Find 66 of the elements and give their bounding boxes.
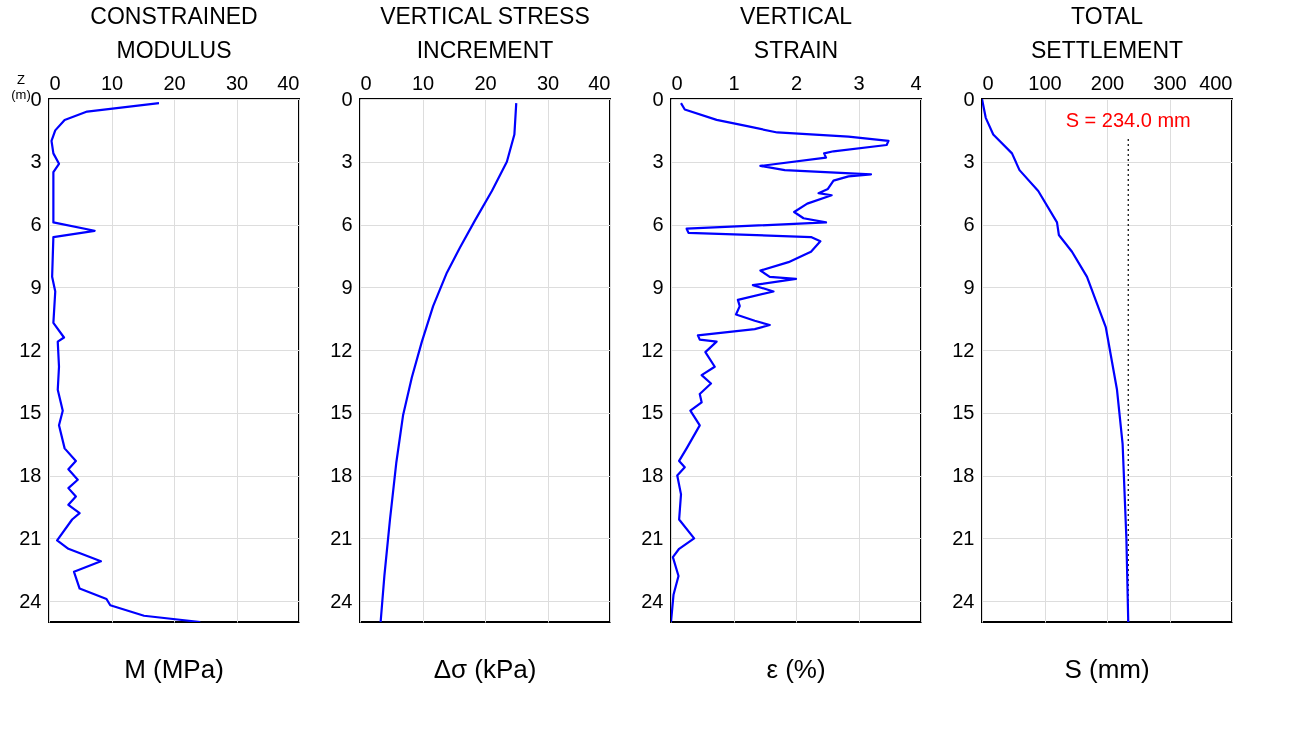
y-tick-label: 3 <box>30 150 42 173</box>
y-tick-label: 21 <box>952 526 975 549</box>
x-tick-label: 4 <box>910 71 922 94</box>
x-tick-label: 2 <box>790 71 803 94</box>
y-tick-label: 9 <box>963 275 975 298</box>
y-tick-label: 18 <box>19 464 42 487</box>
x-tick-label: 400 <box>1199 71 1233 94</box>
y-tick-label: 0 <box>652 87 664 110</box>
y-tick-label: 15 <box>952 401 975 424</box>
y-tick-label: 3 <box>963 150 975 173</box>
x-tick-label: 0 <box>360 71 372 94</box>
y-tick-label: 0 <box>341 87 353 110</box>
y-tick-label: 12 <box>19 338 42 361</box>
x-tick-label: 20 <box>474 71 497 94</box>
x-axis-title: ε (%) <box>766 654 826 684</box>
y-tick-label: 21 <box>641 526 664 549</box>
y-tick-label: 0 <box>963 87 975 110</box>
y-axis-title: Z (m) <box>11 72 31 102</box>
x-tick-label: 0 <box>671 71 683 94</box>
x-tick-label: 30 <box>225 71 249 94</box>
y-tick-label: 12 <box>952 338 975 361</box>
chart-title: VERTICAL STRESS INCREMENT <box>380 3 590 63</box>
x-axis-title: S (mm) <box>1064 654 1150 684</box>
x-tick-label: 0 <box>982 71 994 94</box>
x-tick-label: 40 <box>277 71 300 94</box>
x-tick-label: 0 <box>49 71 61 94</box>
y-tick-label: 21 <box>330 526 353 549</box>
chart-title: CONSTRAINED MODULUS <box>90 3 258 63</box>
ref-line-label: S = 234.0 mm <box>1065 109 1191 131</box>
x-tick-label: 200 <box>1090 71 1125 94</box>
y-tick-label: 24 <box>641 589 664 612</box>
y-tick-label: 6 <box>341 213 353 236</box>
x-tick-label: 300 <box>1153 71 1187 94</box>
x-tick-label: 40 <box>588 71 611 94</box>
y-tick-label: 18 <box>641 464 664 487</box>
x-tick-label: 20 <box>163 71 186 94</box>
y-tick-label: 3 <box>341 150 353 173</box>
y-tick-label: 18 <box>952 464 975 487</box>
y-tick-label: 0 <box>30 87 42 110</box>
y-tick-label: 18 <box>330 464 353 487</box>
y-tick-label: 12 <box>641 338 664 361</box>
y-tick-label: 15 <box>641 401 664 424</box>
y-tick-label: 15 <box>19 401 42 424</box>
chart-title: VERTICAL STRAIN <box>739 3 853 63</box>
x-axis-title: Δσ (kPa) <box>433 654 537 684</box>
y-tick-label: 24 <box>952 589 975 612</box>
x-tick-label: 1 <box>728 71 740 94</box>
x-tick-label: 100 <box>1028 71 1062 94</box>
x-axis-title: M (MPa) <box>124 654 224 684</box>
y-tick-label: 9 <box>30 275 42 298</box>
y-tick-label: 24 <box>330 589 353 612</box>
y-tick-label: 6 <box>963 213 975 236</box>
y-tick-label: 12 <box>330 338 353 361</box>
y-tick-label: 3 <box>652 150 664 173</box>
y-tick-label: 21 <box>19 526 42 549</box>
chart-title: TOTAL SETTLEMENT <box>1030 3 1184 63</box>
x-tick-label: 30 <box>536 71 560 94</box>
y-tick-label: 6 <box>30 213 42 236</box>
y-tick-label: 9 <box>341 275 353 298</box>
y-tick-label: 24 <box>19 589 42 612</box>
y-tick-label: 6 <box>652 213 664 236</box>
x-tick-label: 10 <box>411 71 435 94</box>
y-tick-label: 9 <box>652 275 664 298</box>
y-tick-label: 15 <box>330 401 353 424</box>
x-tick-label: 3 <box>853 71 865 94</box>
x-tick-label: 10 <box>100 71 124 94</box>
